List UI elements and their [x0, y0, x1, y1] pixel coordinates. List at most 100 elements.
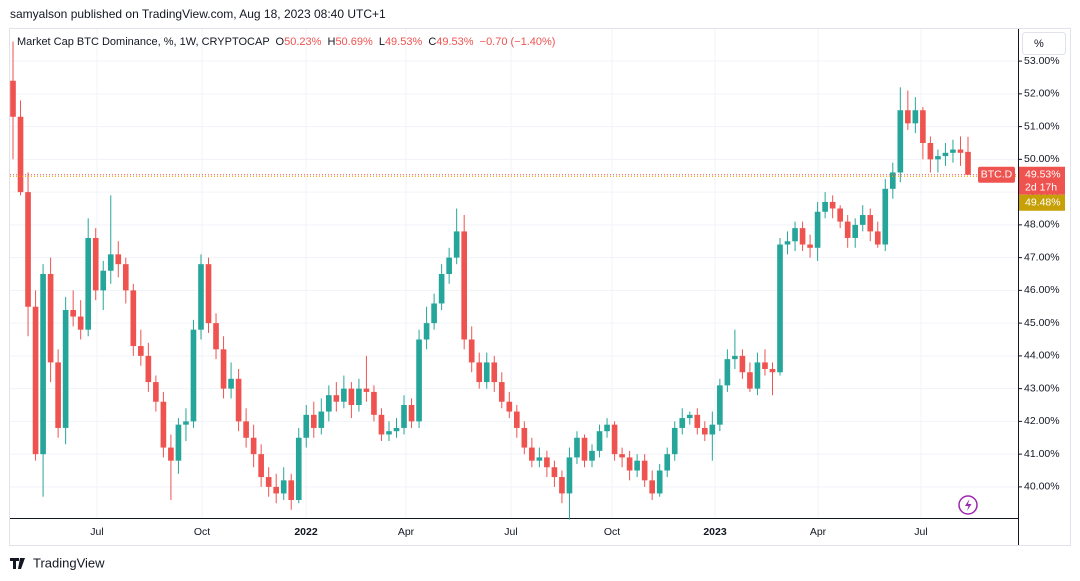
candle-body — [874, 231, 881, 245]
scale-button-label: % — [1034, 38, 1044, 50]
candle-body — [378, 414, 385, 435]
candle-body — [762, 362, 768, 369]
scale-button[interactable] — [1022, 32, 1066, 55]
candle-body — [799, 228, 806, 245]
candle-body — [837, 208, 843, 222]
candle-body — [393, 427, 400, 432]
candle-body — [536, 457, 543, 461]
candle-body — [649, 480, 655, 494]
candle-body — [168, 447, 174, 461]
candle-body — [596, 431, 603, 451]
candle-body — [852, 224, 859, 238]
candle-body — [626, 457, 633, 471]
candle-body — [115, 254, 122, 265]
candle-body — [589, 450, 595, 461]
candle-body — [17, 116, 24, 193]
candle-body — [897, 110, 904, 173]
candle-body — [544, 457, 550, 468]
x-tick-label: Jul — [90, 526, 103, 538]
last-price-label: 49.53% — [1025, 169, 1061, 181]
x-tick-label: Jul — [914, 526, 927, 538]
candle-body — [829, 201, 836, 209]
candle-body — [529, 447, 535, 461]
candle-body — [235, 378, 242, 422]
candle-body — [701, 427, 708, 435]
candle-body — [506, 401, 513, 412]
candle-body — [521, 427, 528, 448]
candle-body — [10, 80, 16, 117]
candle-body — [62, 310, 69, 428]
candle-body — [198, 264, 204, 330]
logo — [10, 558, 25, 569]
candle-body — [867, 215, 874, 232]
candle-body — [371, 391, 377, 415]
candle-body — [694, 414, 701, 428]
candle-body — [927, 142, 934, 160]
candle-body — [844, 221, 851, 238]
candle-body — [220, 349, 227, 389]
candle-body — [326, 395, 332, 412]
candle-body — [551, 467, 558, 478]
candle-body — [717, 385, 723, 425]
candle-body — [777, 244, 783, 373]
candle-body — [566, 457, 573, 494]
candle-body — [679, 418, 686, 428]
y-tick-label: 45.00% — [1024, 317, 1060, 329]
candle-body — [905, 110, 911, 124]
candle-body — [769, 368, 776, 373]
candle-body — [686, 414, 693, 419]
event-bolt — [965, 499, 972, 511]
y-tick-label: 44.00% — [1024, 350, 1060, 362]
candle-body — [138, 346, 144, 356]
candle-body — [559, 477, 565, 494]
legend: Market Cap BTC Dominance, %, 1W, CRYPTOC… — [17, 36, 555, 48]
candle-body — [40, 273, 46, 455]
candle-body — [882, 188, 889, 245]
last-price-box — [1019, 166, 1065, 195]
candle-body — [431, 303, 437, 324]
event-icon[interactable] — [958, 495, 978, 515]
candle-body — [889, 172, 896, 189]
candle-body — [641, 460, 648, 481]
candle-body — [814, 211, 821, 248]
candle-body — [513, 411, 520, 428]
candle-body — [957, 149, 964, 153]
candle-body — [942, 152, 949, 157]
symbol-label: BTC.D — [981, 169, 1013, 181]
countdown-label: 2d 17h — [1025, 182, 1057, 194]
candle-body — [386, 431, 392, 435]
candle-body — [604, 424, 610, 432]
candle-body — [754, 362, 761, 389]
candle-body — [303, 414, 310, 438]
candle-body — [619, 454, 625, 458]
legend-l: 49.53% — [385, 36, 423, 48]
candle-body — [611, 424, 618, 455]
y-tick-label: 50.00% — [1024, 153, 1060, 165]
legend-change: −0.70 (−1.40%) — [480, 36, 556, 48]
candle-body — [732, 355, 738, 360]
x-tick-label: 2023 — [703, 526, 727, 538]
y-tick-label: 48.00% — [1024, 219, 1060, 231]
candle-body — [581, 437, 588, 461]
y-tick-label: 43.00% — [1024, 382, 1060, 394]
prev-close-box — [1019, 194, 1065, 211]
symbol-box — [978, 166, 1015, 183]
candle-body — [55, 362, 61, 428]
candle-body — [160, 401, 167, 448]
candle-body — [792, 228, 798, 242]
x-tick-label: Oct — [604, 526, 620, 538]
x-tick-label: Apr — [398, 526, 415, 538]
candle-body — [183, 421, 189, 425]
prev-close-label: 49.48% — [1025, 197, 1061, 209]
candle-body — [145, 355, 152, 383]
candle-body — [491, 362, 498, 383]
candle-body — [70, 310, 76, 317]
y-tick-label: 41.00% — [1024, 448, 1060, 460]
legend-o-label: O — [276, 36, 285, 48]
candles — [10, 41, 971, 520]
candle-body — [423, 323, 430, 340]
legend-o: 50.23% — [284, 36, 322, 48]
candle-body — [416, 339, 422, 422]
candle-body — [664, 454, 671, 471]
